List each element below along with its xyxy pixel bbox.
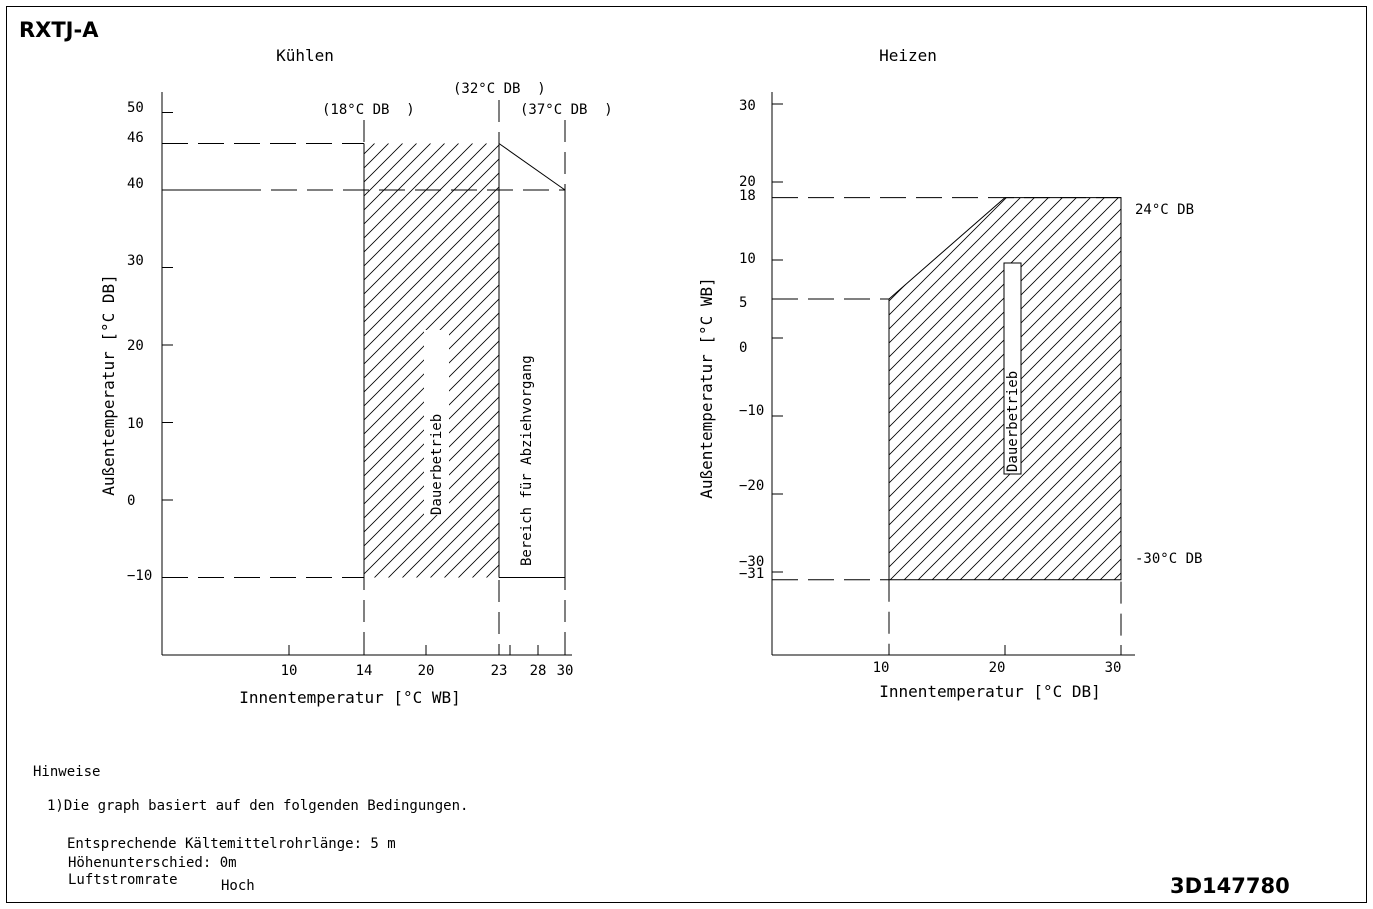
cooling-y-tick-label: 0 bbox=[127, 493, 135, 509]
heating-y-axis-label: Außentemperatur [°C WB] bbox=[697, 277, 716, 499]
document-frame bbox=[6, 6, 1367, 903]
heating-x-tick-label: 10 bbox=[873, 660, 890, 676]
cooling-x-tick-label: 10 bbox=[281, 663, 298, 679]
heating-y-tick-label: −10 bbox=[739, 403, 764, 419]
cooling-y-tick-label: 30 bbox=[127, 253, 144, 269]
cooling-x-tick-label: 23 bbox=[491, 663, 508, 679]
cooling-region-label-abziehvorgang: Bereich für Abziehvorgang bbox=[519, 355, 535, 566]
notes-line-3: Höhenunterschied: 0m bbox=[68, 855, 237, 871]
cooling-annotation-37db: (37°C DB ) bbox=[520, 102, 613, 118]
notes-line-4-value: Hoch bbox=[221, 878, 255, 894]
cooling-slope-line bbox=[498, 143, 566, 191]
document-number: 3D147780 bbox=[1170, 874, 1290, 898]
heating-annotation-minus30db: -30°C DB bbox=[1135, 551, 1202, 567]
heating-x-tick-label: 30 bbox=[1105, 660, 1122, 676]
cooling-y-tick-label: 20 bbox=[127, 338, 144, 354]
cooling-x-tick-label: 14 bbox=[356, 663, 373, 679]
notes-line-1: 1)Die graph basiert auf den folgenden Be… bbox=[47, 798, 469, 814]
cooling-x-tick-label: 28 bbox=[530, 663, 547, 679]
heating-title: Heizen bbox=[879, 46, 937, 65]
model-label: RXTJ-A bbox=[19, 18, 99, 42]
cooling-annotation-18db: (18°C DB ) bbox=[322, 102, 415, 118]
cooling-x-axis-label: Innentemperatur [°C WB] bbox=[239, 688, 461, 707]
cooling-y-ticks: −10 0 10 20 30 40 46 50 bbox=[127, 100, 173, 584]
cooling-y-tick-label: 40 bbox=[127, 176, 144, 192]
heating-y-tick-label: −31 bbox=[739, 566, 764, 582]
notes-line-4-label: Luftstromrate bbox=[68, 872, 178, 888]
heating-y-tick-label: 20 bbox=[739, 174, 756, 190]
cooling-y-tick-label: 46 bbox=[127, 130, 144, 146]
cooling-y-tick-label: 10 bbox=[127, 416, 144, 432]
heating-y-tick-label: 0 bbox=[739, 340, 747, 356]
notes-heading: Hinweise bbox=[33, 764, 101, 780]
heating-annotation-24db: 24°C DB bbox=[1135, 202, 1194, 218]
cooling-x-ticks: 10 14 20 23 28 30 bbox=[281, 645, 574, 679]
cooling-y-tick-label: −10 bbox=[127, 568, 152, 584]
heating-x-tick-label: 20 bbox=[989, 660, 1006, 676]
heating-y-tick-label: 18 bbox=[739, 188, 756, 204]
heating-y-tick-label: 10 bbox=[739, 251, 756, 267]
heating-y-tick-label: −30 bbox=[739, 554, 764, 570]
heating-x-ticks: 10 20 30 bbox=[873, 645, 1122, 676]
heating-y-tick-label: 30 bbox=[739, 98, 756, 114]
heating-x-axis-label: Innentemperatur [°C DB] bbox=[879, 682, 1101, 701]
cooling-region-label-dauerbetrieb: Dauerbetrieb bbox=[429, 414, 445, 515]
cooling-title: Kühlen bbox=[276, 46, 334, 65]
heating-y-tick-label: −20 bbox=[739, 478, 764, 494]
heating-region-label-dauerbetrieb: Dauerbetrieb bbox=[1005, 371, 1021, 472]
cooling-annotation-32db: (32°C DB ) bbox=[453, 81, 546, 97]
cooling-label-background bbox=[424, 330, 449, 515]
heating-label-box bbox=[1003, 262, 1022, 475]
heating-y-tick-label: 5 bbox=[739, 295, 747, 311]
cooling-y-tick-label: 50 bbox=[127, 100, 144, 116]
cooling-chart: Kühlen −10 0 10 20 30 40 46 50 10 14 20 23 28 30 (18… bbox=[99, 46, 613, 707]
notes-line-2: Entsprechende Kältemittelrohrlänge: 5 m bbox=[67, 836, 396, 852]
cooling-x-tick-label: 30 bbox=[557, 663, 574, 679]
cooling-y-axis-label: Außentemperatur [°C DB] bbox=[99, 274, 118, 496]
cooling-x-tick-label: 20 bbox=[418, 663, 435, 679]
heating-chart: Heizen Dauerbetrieb −31−30−20−1005101820… bbox=[697, 46, 1202, 701]
